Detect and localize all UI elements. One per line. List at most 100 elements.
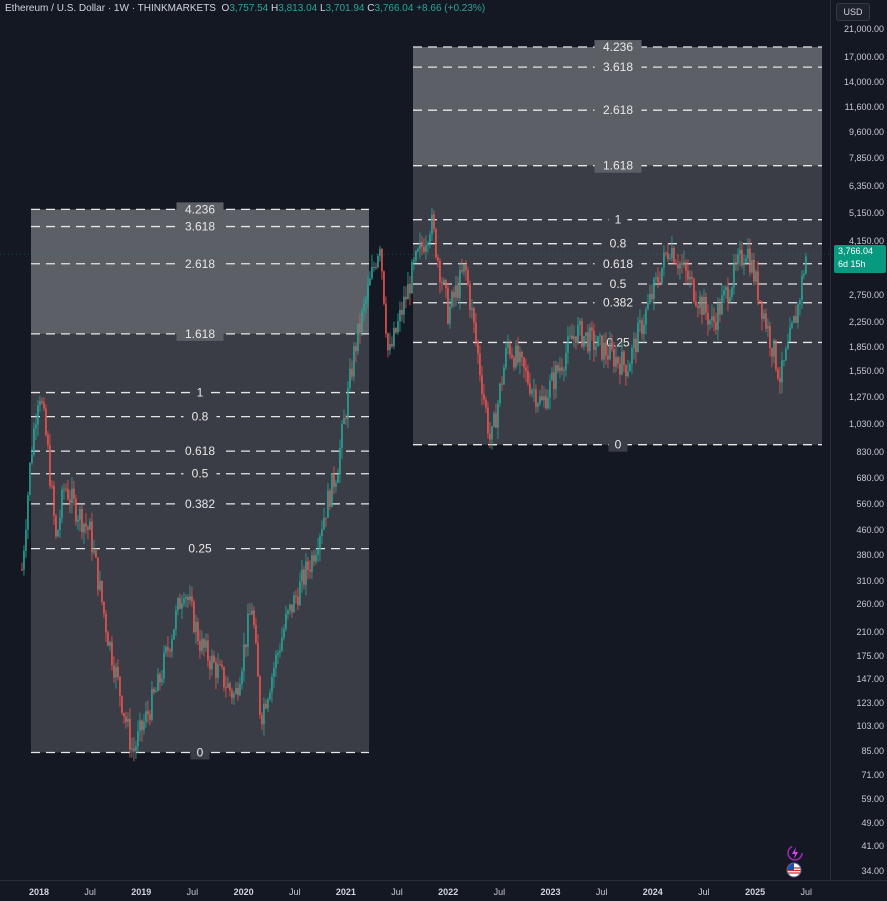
candle-body[interactable] bbox=[463, 264, 465, 272]
candle-body[interactable] bbox=[585, 332, 587, 336]
candle-body[interactable] bbox=[395, 328, 397, 333]
candle-body[interactable] bbox=[29, 462, 31, 496]
candle-body[interactable] bbox=[339, 448, 341, 475]
candle-body[interactable] bbox=[565, 353, 567, 370]
candle-body[interactable] bbox=[743, 262, 745, 266]
candle-body[interactable] bbox=[671, 247, 673, 258]
candle-body[interactable] bbox=[447, 288, 449, 324]
candle-body[interactable] bbox=[41, 401, 43, 403]
candle-body[interactable] bbox=[133, 748, 135, 751]
candle-body[interactable] bbox=[475, 322, 477, 342]
candle-body[interactable] bbox=[99, 580, 101, 590]
candle-body[interactable] bbox=[289, 604, 291, 611]
candle-body[interactable] bbox=[557, 365, 559, 371]
candle-body[interactable] bbox=[75, 498, 77, 522]
candle-body[interactable] bbox=[195, 621, 197, 633]
candle-body[interactable] bbox=[265, 703, 267, 709]
candle-body[interactable] bbox=[699, 296, 701, 308]
candle-body[interactable] bbox=[771, 347, 773, 357]
candle-body[interactable] bbox=[221, 664, 223, 667]
candle-body[interactable] bbox=[43, 402, 45, 409]
candle-body[interactable] bbox=[31, 454, 33, 463]
candle-body[interactable] bbox=[541, 396, 543, 401]
candle-body[interactable] bbox=[529, 383, 531, 394]
candle-body[interactable] bbox=[567, 336, 569, 354]
candle-body[interactable] bbox=[487, 407, 489, 434]
candle-body[interactable] bbox=[57, 530, 59, 537]
candle-body[interactable] bbox=[105, 613, 107, 633]
candle-body[interactable] bbox=[319, 536, 321, 550]
candle-body[interactable] bbox=[149, 714, 151, 720]
candle-body[interactable] bbox=[287, 610, 289, 614]
candle-body[interactable] bbox=[501, 383, 503, 385]
candle-body[interactable] bbox=[145, 711, 147, 722]
candle-body[interactable] bbox=[101, 580, 103, 602]
candle-body[interactable] bbox=[21, 569, 23, 571]
candle-body[interactable] bbox=[421, 242, 423, 247]
candle-body[interactable] bbox=[517, 345, 519, 363]
candle-body[interactable] bbox=[267, 699, 269, 709]
candle-body[interactable] bbox=[123, 712, 125, 717]
candle-body[interactable] bbox=[237, 688, 239, 696]
candle-body[interactable] bbox=[471, 308, 473, 310]
candle-body[interactable] bbox=[445, 280, 447, 289]
candle-body[interactable] bbox=[317, 549, 319, 555]
candle-body[interactable] bbox=[257, 642, 259, 677]
candle-body[interactable] bbox=[361, 311, 363, 332]
candle-body[interactable] bbox=[53, 486, 55, 516]
price-chart[interactable]: 4.236 3.618 2.618 1.618 1 0.8 0.618 0.5 0.382 0.2… bbox=[0, 0, 830, 880]
candle-body[interactable] bbox=[211, 655, 213, 670]
candle-body[interactable] bbox=[173, 629, 175, 640]
candle-body[interactable] bbox=[243, 644, 245, 672]
candle-body[interactable] bbox=[281, 637, 283, 651]
candle-body[interactable] bbox=[119, 676, 121, 697]
candle-body[interactable] bbox=[179, 598, 181, 609]
candle-body[interactable] bbox=[669, 257, 671, 259]
candle-body[interactable] bbox=[357, 323, 359, 352]
candle-body[interactable] bbox=[539, 396, 541, 404]
candle-body[interactable] bbox=[573, 336, 575, 340]
candle-body[interactable] bbox=[379, 249, 381, 256]
candle-body[interactable] bbox=[495, 413, 497, 428]
candle-body[interactable] bbox=[49, 444, 51, 486]
candle-body[interactable] bbox=[799, 300, 801, 305]
candle-body[interactable] bbox=[33, 428, 35, 455]
candle-body[interactable] bbox=[71, 488, 73, 503]
candle-body[interactable] bbox=[253, 610, 255, 626]
candle-body[interactable] bbox=[581, 320, 583, 347]
candle-body[interactable] bbox=[393, 328, 395, 347]
candle-body[interactable] bbox=[435, 229, 437, 258]
candle-body[interactable] bbox=[391, 344, 393, 347]
candle-body[interactable] bbox=[545, 396, 547, 409]
candle-body[interactable] bbox=[521, 351, 523, 358]
candle-body[interactable] bbox=[659, 282, 661, 284]
candle-body[interactable] bbox=[263, 703, 265, 725]
candle-body[interactable] bbox=[55, 515, 57, 537]
candle-body[interactable] bbox=[193, 601, 195, 633]
candle-body[interactable] bbox=[623, 351, 625, 366]
candle-body[interactable] bbox=[127, 718, 129, 723]
candle-body[interactable] bbox=[117, 667, 119, 677]
candle-body[interactable] bbox=[765, 313, 767, 329]
candle-body[interactable] bbox=[477, 341, 479, 354]
candle-body[interactable] bbox=[371, 267, 373, 279]
candle-body[interactable] bbox=[209, 660, 211, 670]
candle-body[interactable] bbox=[83, 523, 85, 533]
candle-body[interactable] bbox=[61, 489, 63, 518]
candle-body[interactable] bbox=[45, 408, 47, 435]
candle-body[interactable] bbox=[655, 277, 657, 279]
candle-body[interactable] bbox=[201, 639, 203, 652]
candle-body[interactable] bbox=[27, 495, 29, 530]
candle-body[interactable] bbox=[777, 369, 779, 379]
candle-body[interactable] bbox=[605, 342, 607, 356]
candle-body[interactable] bbox=[303, 569, 305, 585]
candle-body[interactable] bbox=[611, 342, 613, 350]
candle-body[interactable] bbox=[167, 646, 169, 651]
candle-body[interactable] bbox=[331, 473, 333, 507]
candle-body[interactable] bbox=[385, 303, 387, 334]
candle-body[interactable] bbox=[399, 309, 401, 322]
candle-body[interactable] bbox=[199, 640, 201, 652]
candle-body[interactable] bbox=[427, 243, 429, 246]
candle-body[interactable] bbox=[599, 335, 601, 337]
candle-body[interactable] bbox=[531, 390, 533, 394]
